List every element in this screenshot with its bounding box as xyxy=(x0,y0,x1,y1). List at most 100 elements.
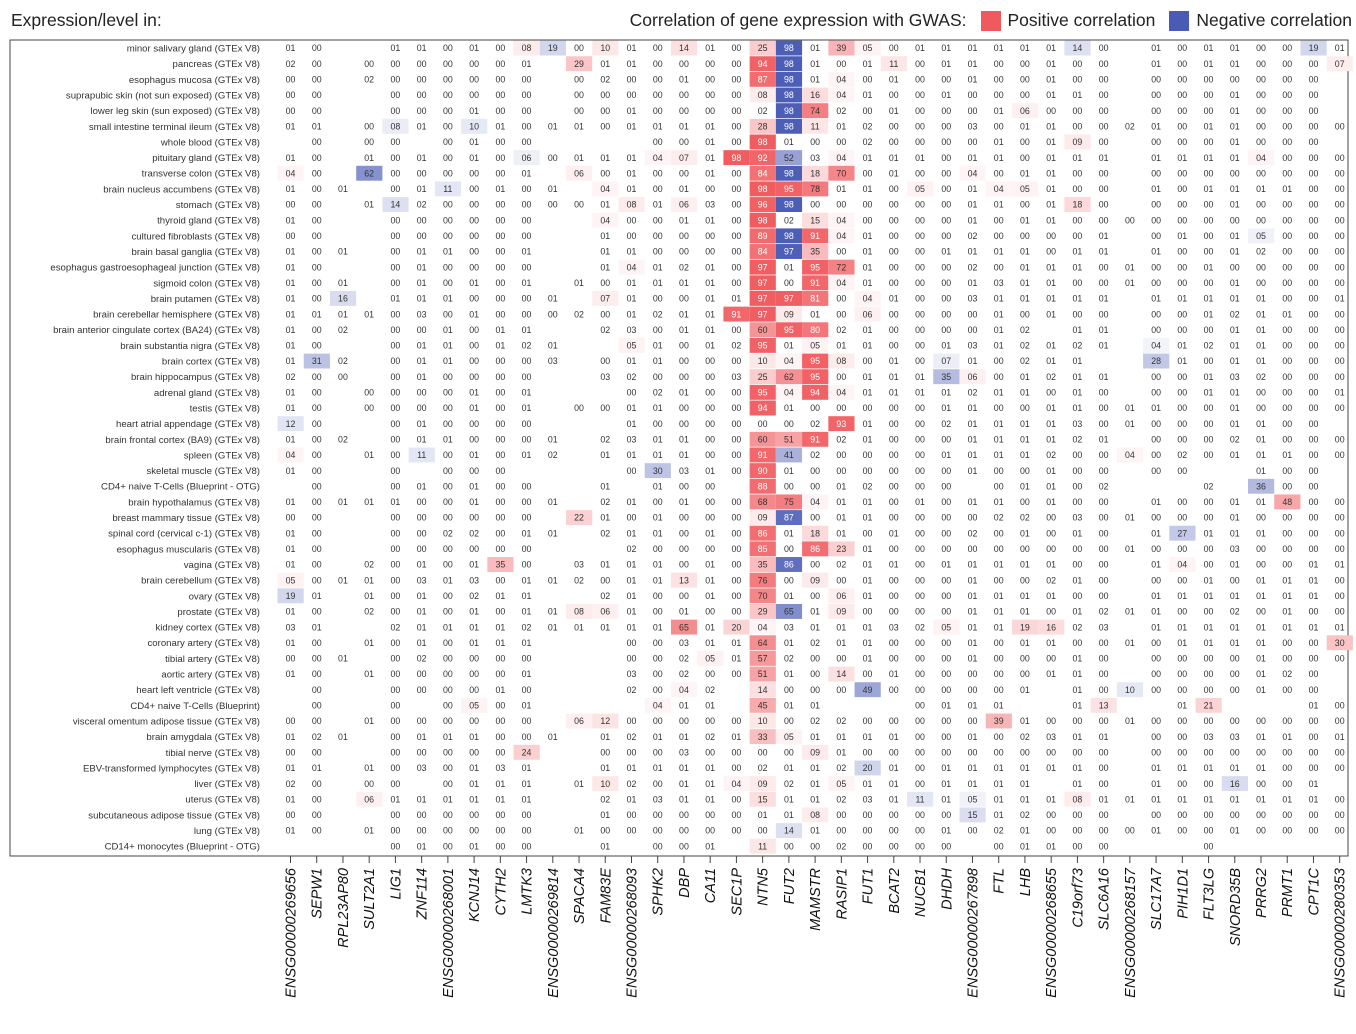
cell-label: 01 xyxy=(653,450,663,460)
cell-label: 05 xyxy=(286,575,296,585)
cell-label: 01 xyxy=(495,779,505,789)
cell-label: 00 xyxy=(1256,560,1266,570)
cell-label: 00 xyxy=(1282,481,1292,491)
heatmap-cell xyxy=(1064,134,1091,150)
cell-label: 00 xyxy=(994,481,1004,491)
cell-label: 14 xyxy=(784,826,794,836)
cell-label: 00 xyxy=(889,309,899,319)
cell-label: 01 xyxy=(1230,43,1240,53)
cell-label: 00 xyxy=(600,356,610,366)
cell-label: 01 xyxy=(1256,294,1266,304)
cell-label: 01 xyxy=(653,622,663,632)
cell-label: 01 xyxy=(600,481,610,491)
heatmap-cell xyxy=(1300,40,1327,56)
cell-label: 01 xyxy=(994,763,1004,773)
cell-label: 00 xyxy=(391,826,401,836)
cell-label: 01 xyxy=(810,309,820,319)
cell-label: 00 xyxy=(1282,278,1292,288)
heatmap-cell xyxy=(775,165,803,181)
cell-label: 01 xyxy=(417,638,427,648)
cell-label: 01 xyxy=(286,638,296,648)
cell-label: 11 xyxy=(758,841,767,851)
heatmap-cell xyxy=(775,181,803,197)
cell-label: 00 xyxy=(1151,419,1161,429)
cell-label: 01 xyxy=(863,622,873,632)
cell-label: 00 xyxy=(1230,168,1240,178)
cell-label: 01 xyxy=(863,262,873,272)
cell-label: 00 xyxy=(889,654,899,664)
cell-label: 01 xyxy=(1046,309,1056,319)
cell-label: 00 xyxy=(1230,747,1240,757)
cell-label: 01 xyxy=(941,388,951,398)
cell-label: 00 xyxy=(1099,168,1109,178)
cell-label: 45 xyxy=(758,701,768,711)
cell-label: 00 xyxy=(1099,309,1109,319)
cell-label: 03 xyxy=(417,575,427,585)
cell-label: 01 xyxy=(1204,763,1214,773)
cell-label: 00 xyxy=(1099,90,1109,100)
cell-label: 01 xyxy=(1230,419,1240,429)
cell-label: 00 xyxy=(469,184,479,194)
cell-label: 01 xyxy=(705,779,715,789)
cell-label: 00 xyxy=(836,450,846,460)
heatmap-cell xyxy=(828,165,855,181)
cell-label: 00 xyxy=(732,591,742,601)
heatmap-cell xyxy=(329,291,357,306)
cell-label: 00 xyxy=(889,513,899,523)
heatmap-cell xyxy=(277,416,304,432)
cell-label: 00 xyxy=(889,341,899,351)
cell-label: 00 xyxy=(495,841,505,851)
cell-label: 00 xyxy=(1335,309,1345,319)
cell-label: 97 xyxy=(758,294,768,304)
heatmap-cell xyxy=(828,353,855,369)
row-label: suprapubic skin (not sun exposed) (GTEx … xyxy=(66,90,260,101)
cell-label: 00 xyxy=(600,826,610,836)
cell-label: 97 xyxy=(758,278,768,288)
cell-label: 00 xyxy=(1309,481,1319,491)
cell-label: 00 xyxy=(443,231,453,241)
heatmap-cell xyxy=(880,56,907,72)
cell-label: 01 xyxy=(889,153,899,163)
cell-label: 96 xyxy=(758,200,768,210)
cell-label: 00 xyxy=(417,388,427,398)
cell-label: 02 xyxy=(1099,607,1109,617)
cell-label: 00 xyxy=(941,434,951,444)
cell-label: 01 xyxy=(627,591,637,601)
cell-label: 06 xyxy=(836,591,846,601)
cell-label: 04 xyxy=(1177,560,1187,570)
cell-label: 00 xyxy=(732,607,742,617)
cell-label: 01 xyxy=(1099,325,1109,335)
cell-label: 01 xyxy=(889,75,899,85)
heatmap-cell xyxy=(985,713,1012,729)
cell-label: 00 xyxy=(312,372,322,382)
cell-label: 00 xyxy=(653,544,663,554)
cell-label: 00 xyxy=(1099,560,1109,570)
cell-label: 62 xyxy=(784,372,794,382)
cell-label: 01 xyxy=(968,575,978,585)
cell-label: 06 xyxy=(1020,106,1030,116)
cell-label: 01 xyxy=(1073,779,1083,789)
cell-label: 00 xyxy=(994,544,1004,554)
cell-label: 00 xyxy=(443,654,453,664)
cell-label: 30 xyxy=(653,466,663,476)
cell-label: 00 xyxy=(1177,513,1187,523)
cell-label: 00 xyxy=(1151,810,1161,820)
heatmap-cell xyxy=(775,306,803,322)
cell-label: 01 xyxy=(994,779,1004,789)
cell-label: 00 xyxy=(1073,215,1083,225)
cell-label: 00 xyxy=(1177,826,1187,836)
cell-label: 00 xyxy=(391,153,401,163)
cell-label: 00 xyxy=(1177,43,1187,53)
cell-label: 01 xyxy=(338,309,348,319)
cell-label: 01 xyxy=(627,168,637,178)
cell-label: 00 xyxy=(1282,294,1292,304)
heatmap-cell xyxy=(749,322,776,338)
cell-label: 00 xyxy=(495,466,505,476)
cell-label: 00 xyxy=(705,544,715,554)
cell-label: 00 xyxy=(941,544,951,554)
cell-label: 00 xyxy=(312,59,322,69)
cell-label: 35 xyxy=(758,560,768,570)
cell-label: 01 xyxy=(679,215,689,225)
cell-label: 00 xyxy=(522,294,532,304)
cell-label: 00 xyxy=(522,513,532,523)
